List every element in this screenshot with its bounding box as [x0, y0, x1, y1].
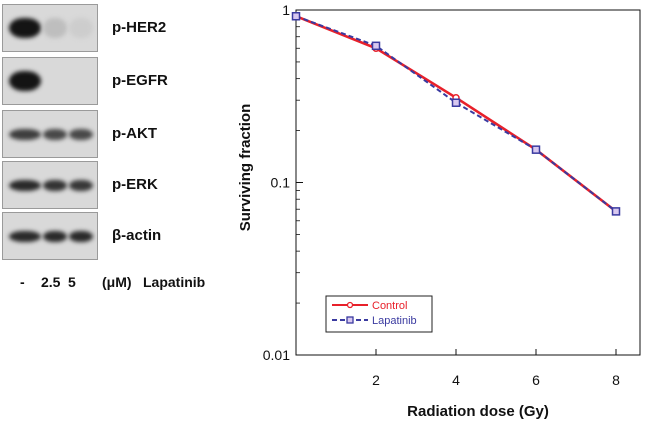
concentration-unit-label: (μM)	[102, 274, 132, 290]
blot-row-label: p-HER2	[112, 19, 167, 36]
x-tick-label: 2	[372, 372, 380, 388]
legend-box	[325, 295, 433, 333]
data-point-marker	[451, 98, 461, 107]
blot-band	[9, 179, 41, 191]
blot-row-label: p-ERK	[112, 176, 158, 193]
blot-band	[69, 230, 93, 242]
legend-marker	[346, 316, 354, 324]
data-point-marker	[611, 207, 621, 216]
lane-label: -	[20, 274, 25, 290]
drug-label: Lapatinib	[143, 274, 206, 290]
y-tick-label: 0.1	[271, 175, 291, 191]
x-tick-label: 8	[612, 372, 620, 388]
legend-marker	[346, 301, 354, 309]
chart-legend: Control Lapatinib	[325, 295, 433, 333]
blot-band	[43, 179, 67, 191]
y-tick-label: 0.01	[263, 347, 290, 363]
blot-row-label: p-AKT	[112, 125, 157, 142]
blot-band	[9, 128, 41, 140]
lane-label: 5	[68, 274, 76, 290]
x-tick-label: 6	[532, 372, 540, 388]
blot-strip	[2, 212, 98, 260]
blot-strip	[2, 110, 98, 158]
blot-band	[9, 18, 41, 38]
blot-band	[69, 179, 93, 191]
y-tick-label: 1	[282, 2, 290, 18]
blot-band	[43, 128, 67, 140]
legend-label: Lapatinib	[372, 315, 417, 327]
blot-row-label: p-EGFR	[112, 72, 168, 89]
y-axis-label: Surviving fraction	[237, 104, 254, 232]
blot-strip	[2, 4, 98, 52]
blot-band	[43, 230, 67, 242]
blot-strip	[2, 57, 98, 105]
blot-band	[9, 230, 41, 242]
data-point-marker	[371, 41, 381, 51]
blot-row-label: β-actin	[112, 227, 162, 244]
data-point-marker	[291, 11, 301, 21]
legend-label: Control	[372, 300, 407, 312]
x-tick-label: 4	[452, 372, 460, 388]
blot-band	[69, 18, 93, 38]
series-line	[295, 15, 617, 213]
blot-band	[69, 128, 93, 140]
lane-label: 2.5	[41, 274, 61, 290]
series-line	[295, 14, 617, 213]
x-axis-label: Radiation dose (Gy)	[407, 403, 549, 420]
blot-band	[9, 71, 41, 91]
data-point-marker	[531, 145, 541, 154]
blot-band	[43, 18, 67, 38]
blot-strip	[2, 161, 98, 209]
